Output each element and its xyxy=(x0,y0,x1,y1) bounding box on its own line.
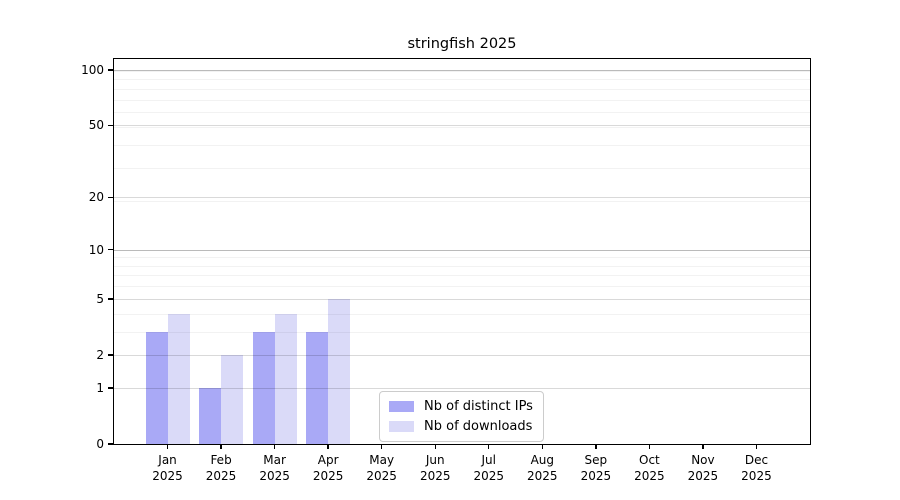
gridline-minor xyxy=(114,168,810,170)
gridline-minor xyxy=(114,201,810,203)
y-tick-label: 20 xyxy=(88,190,104,205)
x-tick-mark xyxy=(755,444,758,449)
x-tick-mark xyxy=(273,444,276,449)
bar-mar-distinct-ips xyxy=(252,331,275,444)
x-tick-label: Oct 2025 xyxy=(634,453,665,483)
gridline-minor xyxy=(114,286,810,288)
y-tick-mark xyxy=(108,124,114,126)
gridline-major xyxy=(114,298,810,300)
x-tick-mark xyxy=(166,444,169,449)
x-tick-label: Nov 2025 xyxy=(687,453,719,483)
x-tick-label: May 2025 xyxy=(366,453,397,483)
x-tick-mark xyxy=(434,444,436,449)
gridline-minor xyxy=(114,144,810,146)
legend: Nb of distinct IPs Nb of downloads xyxy=(379,391,544,442)
y-tick-label: 1 xyxy=(96,380,104,395)
x-tick-label: Jan 2025 xyxy=(152,453,183,483)
gridline-minor xyxy=(114,112,810,114)
gridline-major xyxy=(114,249,810,251)
bar-apr-distinct-ips xyxy=(306,331,329,444)
y-tick-label: 0 xyxy=(96,437,104,451)
y-tick-mark xyxy=(108,69,114,71)
gridline-minor xyxy=(114,265,810,267)
gridline-minor xyxy=(114,275,810,277)
y-tick-label: 50 xyxy=(88,118,104,133)
x-tick-mark xyxy=(327,444,329,449)
gridline-minor xyxy=(114,70,810,72)
x-tick-mark xyxy=(541,444,543,449)
legend-label-distinct-ips: Nb of distinct IPs xyxy=(424,399,533,414)
x-tick-mark xyxy=(648,444,651,449)
y-tick-mark xyxy=(108,387,114,389)
bar-feb-distinct-ips xyxy=(199,387,222,444)
gridline-major xyxy=(114,69,810,71)
x-tick-mark xyxy=(702,444,704,449)
legend-swatch-downloads-icon xyxy=(389,421,414,432)
y-tick-mark xyxy=(108,196,114,198)
x-tick-label: Jul 2025 xyxy=(473,453,505,483)
bar-apr-downloads xyxy=(328,298,351,444)
chart-title: stringfish 2025 xyxy=(407,36,517,52)
bar-mar-downloads xyxy=(274,313,297,444)
y-tick-label: 10 xyxy=(88,242,104,257)
legend-item-distinct-ips: Nb of distinct IPs xyxy=(389,398,535,415)
x-tick-mark xyxy=(380,444,383,449)
y-tick-mark xyxy=(108,248,114,251)
y-tick-mark xyxy=(108,443,114,445)
x-tick-label: Mar 2025 xyxy=(259,453,290,483)
gridline-major xyxy=(114,197,810,199)
gridline-minor xyxy=(114,313,810,315)
gridline-major xyxy=(114,354,810,356)
gridline-minor xyxy=(114,99,810,101)
gridline-minor xyxy=(114,88,810,90)
gridline-minor xyxy=(114,126,810,128)
x-tick-label: Apr 2025 xyxy=(312,453,344,483)
y-tick-mark xyxy=(108,354,114,356)
gridline-major xyxy=(114,125,810,127)
x-tick-label: Jun 2025 xyxy=(419,453,451,483)
gridline-minor xyxy=(114,257,810,259)
x-tick-mark xyxy=(595,444,597,449)
legend-item-downloads: Nb of downloads xyxy=(389,418,535,435)
y-tick-mark xyxy=(108,298,114,300)
legend-swatch-distinct-ips-icon xyxy=(389,401,414,412)
x-tick-label: Sep 2025 xyxy=(580,453,612,483)
bar-feb-downloads xyxy=(221,354,244,444)
x-tick-label: Dec 2025 xyxy=(741,453,772,483)
x-tick-label: Aug 2025 xyxy=(527,453,558,483)
bar-jan-distinct-ips xyxy=(145,331,168,444)
legend-label-downloads: Nb of downloads xyxy=(424,419,533,434)
bar-jan-downloads xyxy=(167,313,190,444)
y-tick-label: 100 xyxy=(81,62,104,77)
x-tick-mark xyxy=(220,444,222,449)
x-tick-label: Feb 2025 xyxy=(205,453,237,483)
gridline-minor xyxy=(114,79,810,81)
gridline-major xyxy=(114,387,810,389)
gridline-minor xyxy=(114,331,810,333)
y-tick-label: 5 xyxy=(96,291,104,306)
x-tick-mark xyxy=(488,444,490,449)
y-tick-label: 2 xyxy=(96,347,104,362)
